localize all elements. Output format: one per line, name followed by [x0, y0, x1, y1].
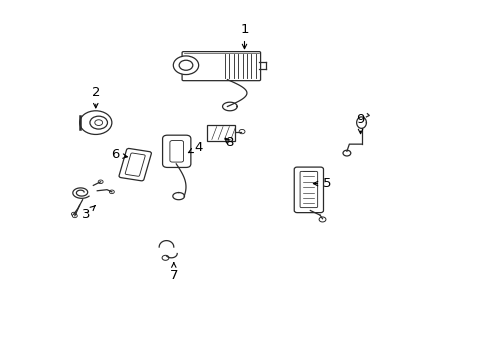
Circle shape: [109, 190, 114, 194]
FancyBboxPatch shape: [119, 148, 151, 181]
FancyBboxPatch shape: [300, 171, 317, 208]
Text: 4: 4: [188, 141, 202, 154]
Circle shape: [95, 120, 102, 126]
Circle shape: [342, 150, 350, 156]
Text: 7: 7: [169, 263, 178, 282]
Circle shape: [173, 56, 198, 75]
Circle shape: [179, 60, 192, 70]
FancyBboxPatch shape: [125, 153, 145, 176]
Text: 5: 5: [313, 177, 331, 190]
Text: 3: 3: [81, 206, 95, 221]
Circle shape: [319, 217, 325, 222]
Text: 9: 9: [356, 113, 364, 134]
Text: 8: 8: [224, 136, 233, 149]
Text: 1: 1: [240, 23, 248, 49]
FancyBboxPatch shape: [206, 126, 235, 140]
Circle shape: [72, 214, 77, 218]
Text: 2: 2: [91, 86, 100, 108]
Text: 6: 6: [111, 148, 127, 161]
Circle shape: [239, 130, 244, 134]
Circle shape: [162, 255, 168, 260]
Circle shape: [71, 212, 76, 216]
Circle shape: [80, 111, 112, 134]
FancyBboxPatch shape: [294, 167, 323, 213]
FancyBboxPatch shape: [182, 51, 260, 81]
Circle shape: [90, 116, 107, 129]
Circle shape: [98, 180, 103, 184]
